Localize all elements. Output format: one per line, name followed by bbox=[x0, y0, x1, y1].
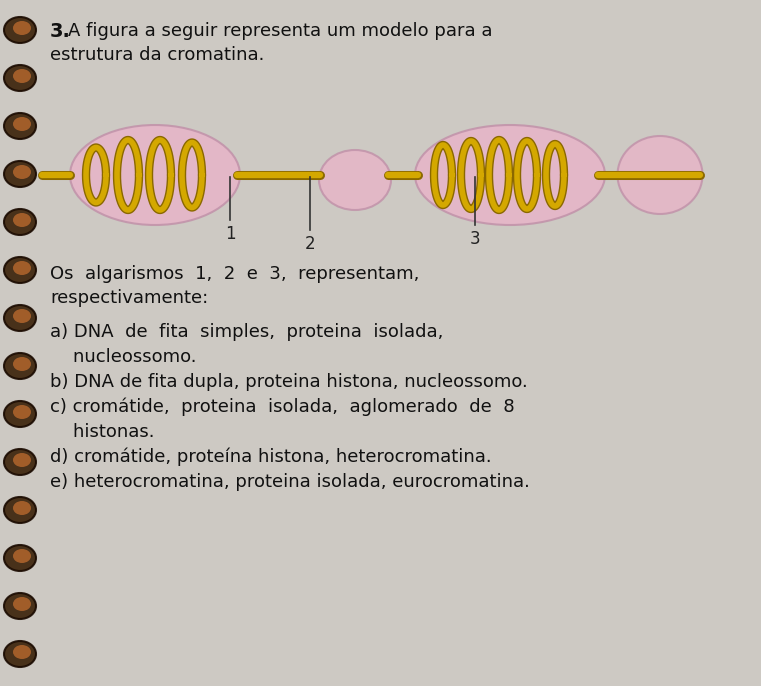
Ellipse shape bbox=[319, 150, 391, 210]
Ellipse shape bbox=[4, 257, 36, 283]
Text: e) heterocromatina, proteina isolada, eurocromatina.: e) heterocromatina, proteina isolada, eu… bbox=[50, 473, 530, 491]
Ellipse shape bbox=[4, 401, 36, 427]
Text: Os  algarismos  1,  2  e  3,  representam,: Os algarismos 1, 2 e 3, representam, bbox=[50, 265, 419, 283]
Text: 2: 2 bbox=[304, 235, 315, 253]
Text: b) DNA de fita dupla, proteina histona, nucleossomo.: b) DNA de fita dupla, proteina histona, … bbox=[50, 373, 527, 391]
Ellipse shape bbox=[13, 549, 31, 563]
Text: estrutura da cromatina.: estrutura da cromatina. bbox=[50, 46, 264, 64]
Text: d) cromátide, proteína histona, heterocromatina.: d) cromátide, proteína histona, heterocr… bbox=[50, 448, 492, 466]
Ellipse shape bbox=[4, 113, 36, 139]
Text: c) cromátide,  proteina  isolada,  aglomerado  de  8: c) cromátide, proteina isolada, aglomera… bbox=[50, 398, 514, 416]
Ellipse shape bbox=[13, 405, 31, 419]
Ellipse shape bbox=[617, 136, 702, 214]
Ellipse shape bbox=[4, 17, 36, 43]
Ellipse shape bbox=[4, 497, 36, 523]
Ellipse shape bbox=[4, 449, 36, 475]
Text: histonas.: histonas. bbox=[50, 423, 154, 441]
Ellipse shape bbox=[13, 453, 31, 467]
Text: 1: 1 bbox=[224, 225, 235, 243]
Ellipse shape bbox=[13, 165, 31, 179]
Ellipse shape bbox=[13, 597, 31, 611]
Text: a) DNA  de  fita  simples,  proteina  isolada,: a) DNA de fita simples, proteina isolada… bbox=[50, 323, 444, 341]
Text: respectivamente:: respectivamente: bbox=[50, 289, 209, 307]
Ellipse shape bbox=[4, 65, 36, 91]
Ellipse shape bbox=[13, 117, 31, 131]
Text: 3: 3 bbox=[470, 230, 480, 248]
Ellipse shape bbox=[4, 209, 36, 235]
Ellipse shape bbox=[4, 161, 36, 187]
Ellipse shape bbox=[13, 261, 31, 275]
Ellipse shape bbox=[13, 357, 31, 371]
Ellipse shape bbox=[13, 501, 31, 515]
Ellipse shape bbox=[13, 213, 31, 227]
Ellipse shape bbox=[4, 593, 36, 619]
Ellipse shape bbox=[13, 309, 31, 323]
Text: nucleossomo.: nucleossomo. bbox=[50, 348, 196, 366]
Text: 3.: 3. bbox=[50, 22, 71, 41]
Ellipse shape bbox=[4, 353, 36, 379]
Ellipse shape bbox=[415, 125, 605, 225]
Ellipse shape bbox=[4, 545, 36, 571]
Ellipse shape bbox=[70, 125, 240, 225]
Ellipse shape bbox=[4, 641, 36, 667]
Ellipse shape bbox=[13, 21, 31, 35]
Text: A figura a seguir representa um modelo para a: A figura a seguir representa um modelo p… bbox=[68, 22, 492, 40]
Ellipse shape bbox=[13, 645, 31, 659]
Ellipse shape bbox=[13, 69, 31, 83]
Ellipse shape bbox=[4, 305, 36, 331]
